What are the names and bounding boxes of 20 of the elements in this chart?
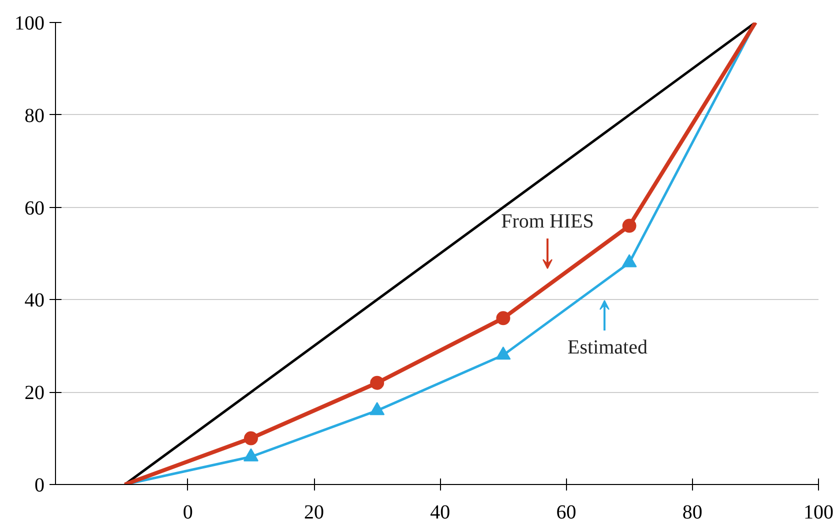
x-tick-label: 80 bbox=[682, 502, 702, 522]
y-tick-label: 20 bbox=[24, 382, 44, 404]
point bbox=[496, 346, 511, 360]
y-tick-label: 40 bbox=[24, 290, 44, 312]
y-tick-label: 80 bbox=[24, 104, 44, 127]
point bbox=[243, 448, 258, 462]
x-tick-label: 20 bbox=[304, 502, 324, 522]
y-tick-label: 0 bbox=[34, 474, 44, 496]
point bbox=[370, 402, 385, 416]
y-tick-label: 100 bbox=[14, 12, 44, 34]
point bbox=[496, 311, 510, 326]
point bbox=[622, 218, 636, 233]
x-tick-label: 60 bbox=[556, 502, 576, 522]
point bbox=[370, 376, 384, 390]
x-tick-label: 40 bbox=[430, 502, 450, 522]
annotation: From HIES bbox=[501, 210, 594, 232]
y-tick-label: 60 bbox=[24, 197, 44, 220]
annotation: Estimated bbox=[568, 336, 648, 358]
x-tick-label: 100 bbox=[804, 502, 834, 522]
x-tick-label: 0 bbox=[182, 502, 193, 522]
